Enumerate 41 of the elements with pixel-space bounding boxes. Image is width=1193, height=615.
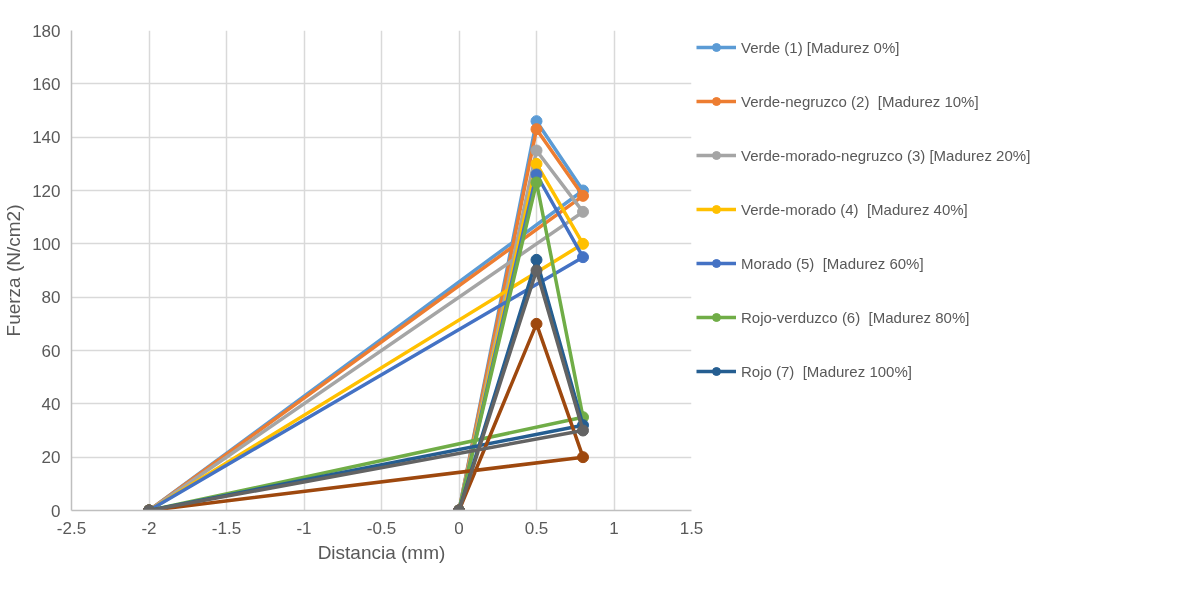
x-tick-label: -1.5 [211,518,242,538]
x-tick-label: -2 [141,518,157,538]
y-tick-label: 140 [32,128,61,148]
legend-label: Rojo-verduzco (6) [Madurez 80%] [741,307,970,328]
point [530,123,543,136]
point [530,253,543,266]
legend-label: Rojo (7) [Madurez 100%] [741,361,912,382]
y-tick-label: 0 [51,501,61,521]
y-tick-label: 160 [32,74,61,94]
x-tick-label: 1.5 [679,518,704,538]
y-tick-label: 80 [41,288,61,308]
legend-label: Verde-morado (4) [Madurez 40%] [741,199,968,220]
y-tick-label: 20 [41,448,61,468]
point [577,251,589,264]
y-tick-label: 120 [32,181,61,201]
point [577,237,589,250]
point [577,424,589,437]
x-tick-label: 0 [454,518,464,538]
y-tick-label: 60 [41,341,61,361]
y-tick-label: 40 [41,394,61,414]
legend-label: Verde (1) [Madurez 0%] [741,37,900,58]
point [577,451,589,464]
x-tick-label: 0.5 [524,518,549,538]
point [530,317,543,330]
legend-label: Morado (5) [Madurez 60%] [741,253,924,274]
point [577,205,589,218]
x-tick-label: -0.5 [366,518,397,538]
point [577,189,589,202]
x-axis-title: Distancia (mm) [317,541,446,563]
point [530,144,543,157]
point [530,264,543,277]
y-tick-label: 180 [32,21,61,41]
x-tick-label: -2.5 [56,518,87,538]
legend-label: Verde-negruzco (2) [Madurez 10%] [741,91,979,112]
point [530,176,543,189]
legend-label: Verde-morado-negruzco (3) [Madurez 20%] [741,145,1031,166]
point [530,157,543,170]
x-tick-label: 1 [609,518,619,538]
y-tick-label: 100 [32,234,61,254]
y-axis-title: Fuerza (N/cm2) [3,204,25,337]
x-tick-label: -1 [296,518,312,538]
